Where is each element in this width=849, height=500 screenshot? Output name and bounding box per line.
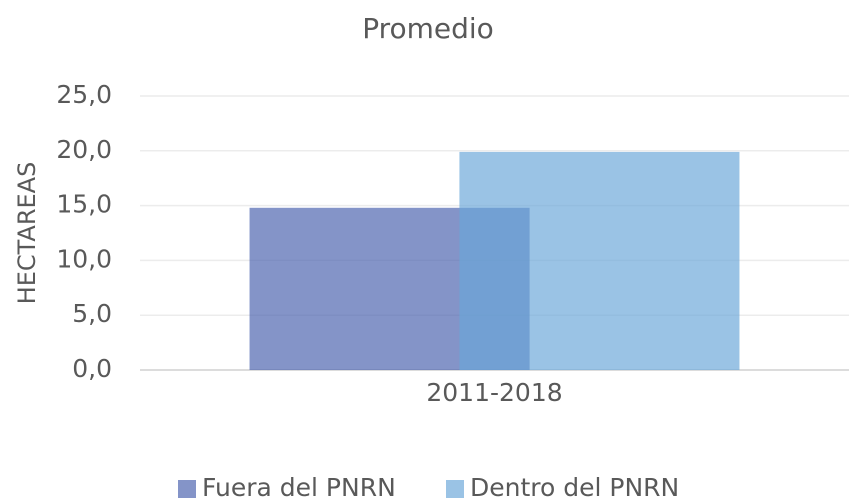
y-tick-label: 25,0	[56, 80, 112, 109]
y-axis-title: HECTAREAS	[13, 162, 41, 305]
legend-swatch	[446, 480, 464, 498]
legend-swatch	[178, 480, 196, 498]
x-tick-label: 2011-2018	[426, 378, 562, 407]
legend-label: Dentro del PNRN	[470, 473, 679, 500]
y-tick-label: 0,0	[72, 354, 112, 383]
y-tick-label: 5,0	[72, 299, 112, 328]
y-tick-label: 15,0	[56, 190, 112, 219]
chart-title: Promedio	[362, 12, 494, 45]
legend-label: Fuera del PNRN	[202, 473, 396, 500]
bar	[459, 151, 740, 370]
y-tick-label: 20,0	[56, 135, 112, 164]
y-tick-label: 10,0	[56, 244, 112, 273]
